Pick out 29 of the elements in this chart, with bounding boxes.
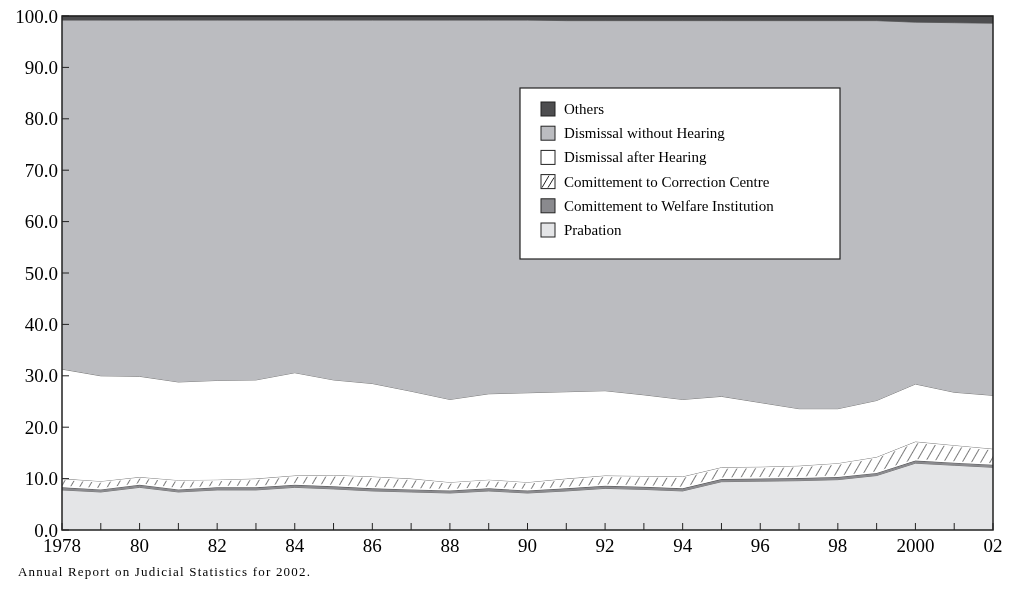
y-tick-label: 80.0 xyxy=(24,108,58,130)
legend-label: Prabation xyxy=(564,222,622,238)
y-tick-label: 10.0 xyxy=(24,468,58,490)
x-tick-label: 94 xyxy=(673,535,693,556)
x-tick-label: 98 xyxy=(828,535,848,556)
y-tick-label: 50.0 xyxy=(24,262,58,284)
text: Annual Report on Judicial Statistics for 2002. xyxy=(18,564,312,579)
x-tick-label: 88 xyxy=(440,535,460,556)
legend-label: Others xyxy=(564,101,605,117)
y-tick-label: 90.0 xyxy=(24,57,58,79)
y-tick-label: 70.0 xyxy=(24,159,58,181)
legend-label: Dismissal after Hearing xyxy=(564,149,707,166)
y-tick-label: 20.0 xyxy=(24,416,58,438)
x-tick-label: 02 xyxy=(983,535,1003,556)
y-tick-label: 40.0 xyxy=(24,314,58,336)
x-tick-label: 2000 xyxy=(896,535,935,556)
legend-label: Dismissal without Hearing xyxy=(564,125,726,142)
y-tick-label: 100.0 xyxy=(15,5,58,27)
x-tick-label: 96 xyxy=(750,535,770,556)
x-tick-label: 80 xyxy=(130,535,150,556)
y-tick-label: 60.0 xyxy=(24,211,58,233)
legend-label: Comittement to Correction Centre xyxy=(564,173,770,190)
x-tick-label: 84 xyxy=(285,535,305,556)
x-tick-label: 92 xyxy=(595,535,615,556)
x-tick-label: 90 xyxy=(518,535,537,556)
x-tick-label: 86 xyxy=(362,535,382,556)
y-tick-label: 30.0 xyxy=(24,365,58,387)
x-tick-label: 82 xyxy=(207,535,227,556)
legend-label: Comittement to Welfare Institution xyxy=(564,197,775,214)
